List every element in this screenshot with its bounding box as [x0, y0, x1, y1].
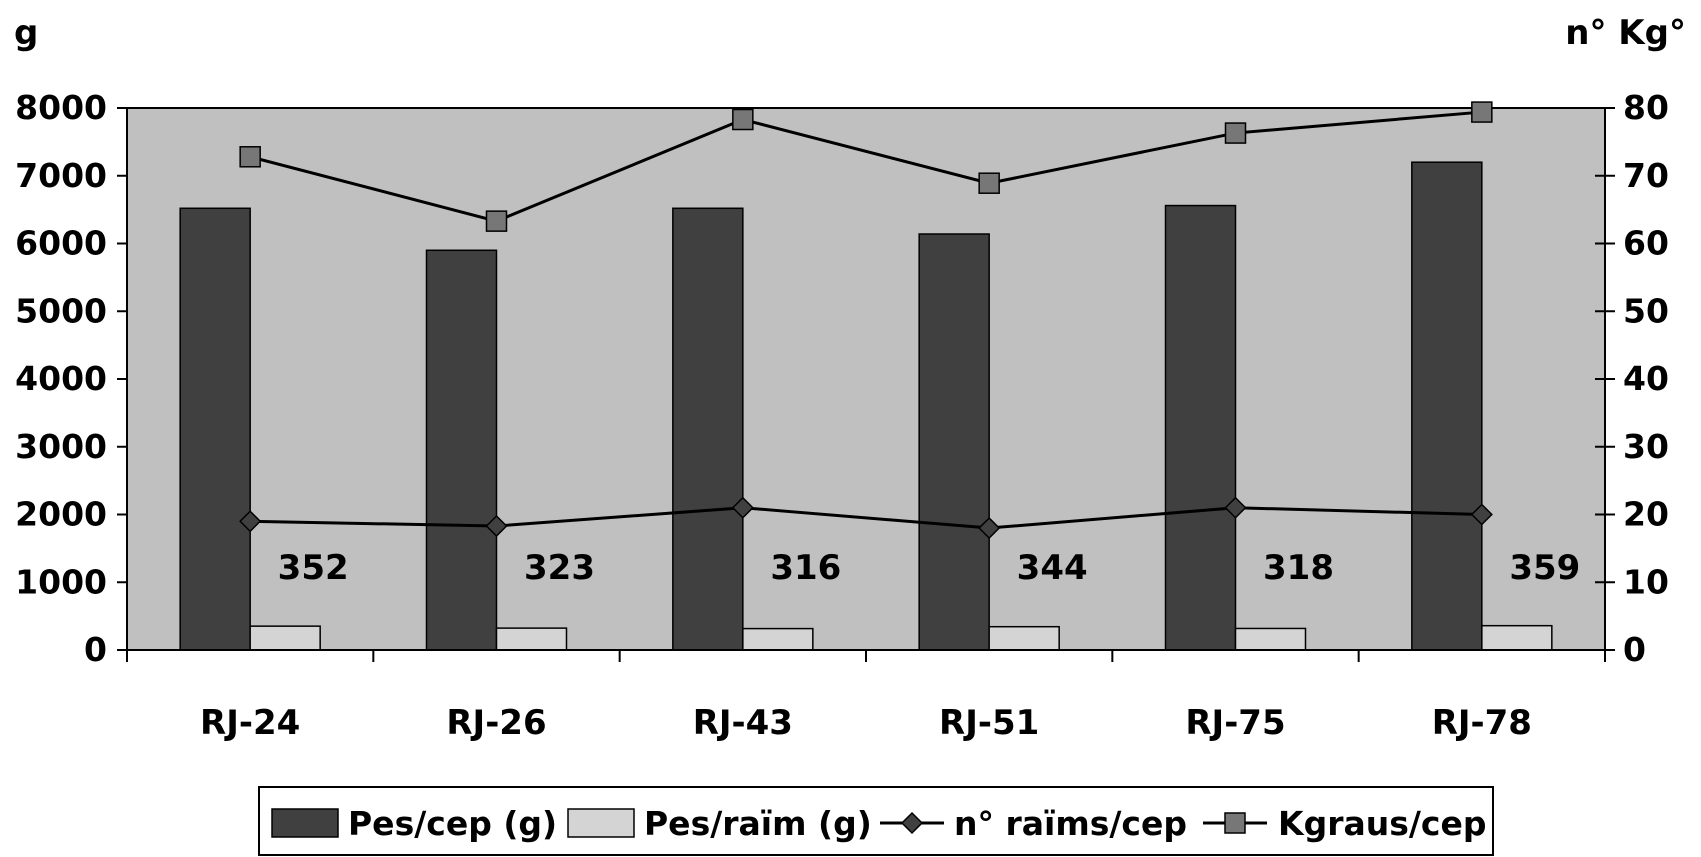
lines-layer: [239, 101, 1493, 540]
left-tick-label: 6000: [15, 224, 107, 263]
x-tick-label: RJ-78: [1432, 703, 1532, 743]
point-kgraus-cep-rj-24: [239, 146, 261, 168]
data-label-rj-78: 359: [1509, 548, 1580, 588]
bar-pes-raim-rj-78: [1481, 624, 1553, 651]
legend-marker-kgraus-cep: [1224, 812, 1246, 834]
data-label-rj-43: 316: [770, 548, 841, 588]
point-raims-cep-rj-51: [978, 516, 1001, 540]
right-tick-label: 30: [1623, 427, 1669, 466]
point-kgraus-cep-rj-51: [978, 172, 1000, 194]
point-kgraus-cep-rj-75: [1224, 122, 1247, 144]
line-kgraus-cep: [249, 110, 1482, 223]
legend-label-pes-ra-m-g: Pes/raïm (g): [644, 804, 872, 843]
bar-pes-raim-rj-43: [742, 627, 814, 651]
bar-pes-raim-rj-26: [495, 627, 568, 651]
legend-label-n-ra-ms-cep: n° raïms/cep: [954, 804, 1187, 843]
axes-layer: 0 1000 2000 3000 4000 5000 6000 7000 8000 0 10 20 30…: [15, 88, 1669, 743]
point-kgraus-cep-rj-26: [485, 210, 508, 232]
legend-marker-n-ra-ms-cep: [900, 811, 924, 835]
bars-layer: [179, 161, 1553, 651]
legend-label-kgraus-cep: Kgraus/cep: [1278, 804, 1487, 843]
left-tick-label: 0: [84, 630, 107, 669]
bar-pes-cep-rj-26: [425, 249, 498, 651]
point-raims-cep-rj-26: [485, 514, 508, 538]
x-tick-label: RJ-75: [1185, 703, 1285, 743]
legend-swatch-pes-cep-g: [271, 808, 339, 838]
data-label-rj-51: 344: [1017, 548, 1088, 588]
x-tick-label: RJ-24: [200, 703, 300, 743]
right-tick-label: 50: [1623, 291, 1669, 330]
bar-pes-cep-rj-51: [918, 233, 990, 651]
bar-pes-cep-rj-24: [179, 207, 251, 651]
legend-label-pes-cep-g: Pes/cep (g): [348, 804, 557, 843]
data-label-rj-24: 352: [278, 548, 349, 588]
point-raims-cep-rj-78: [1470, 503, 1493, 526]
left-tick-label: 4000: [15, 359, 107, 398]
left-tick-label: 8000: [15, 88, 107, 127]
labels-layer: 352 323 316 344 318 359: [278, 548, 1581, 588]
left-tick-label: 5000: [15, 291, 107, 330]
x-tick-label: RJ-51: [939, 703, 1039, 743]
legend: Pes/cep (g) Pes/raïm (g) n° raïms/cep Kgrau…: [258, 786, 1494, 856]
bar-pes-raim-rj-75: [1234, 627, 1307, 651]
left-tick-label: 7000: [15, 156, 107, 195]
x-tick-label: RJ-26: [446, 703, 546, 743]
bar-pes-raim-rj-24: [249, 625, 321, 651]
y-right-unit: n° Kg°: [1565, 13, 1686, 53]
y-left-unit: g: [14, 13, 38, 53]
point-raims-cep-rj-43: [731, 496, 754, 519]
legend-swatch-pes-ra-m-g: [567, 808, 635, 838]
bar-pes-raim-rj-51: [988, 625, 1060, 651]
right-tick-label: 0: [1623, 630, 1646, 669]
right-tick-label: 60: [1623, 224, 1669, 263]
right-tick-label: 70: [1623, 156, 1669, 195]
point-raims-cep-rj-24: [239, 510, 262, 533]
left-tick-label: 2000: [15, 495, 107, 534]
point-raims-cep-rj-75: [1224, 496, 1247, 519]
right-tick-label: 40: [1623, 359, 1669, 398]
bar-pes-cep-rj-78: [1411, 161, 1483, 651]
point-kgraus-cep-rj-78: [1471, 101, 1493, 123]
data-label-rj-26: 323: [524, 548, 595, 588]
line-raims-cep: [250, 506, 1482, 530]
left-tick-label: 1000: [15, 562, 107, 601]
left-tick-label: 3000: [15, 427, 107, 466]
right-tick-label: 20: [1623, 495, 1669, 534]
right-tick-label: 80: [1623, 88, 1669, 127]
plot-area: [126, 107, 1606, 651]
data-label-rj-75: 318: [1263, 548, 1334, 588]
bar-pes-cep-rj-75: [1164, 204, 1237, 651]
legend-box: [258, 786, 1494, 856]
right-tick-label: 10: [1623, 562, 1669, 601]
point-kgraus-cep-rj-43: [732, 108, 754, 131]
bar-pes-cep-rj-43: [672, 207, 744, 651]
x-tick-label: RJ-43: [693, 703, 793, 743]
